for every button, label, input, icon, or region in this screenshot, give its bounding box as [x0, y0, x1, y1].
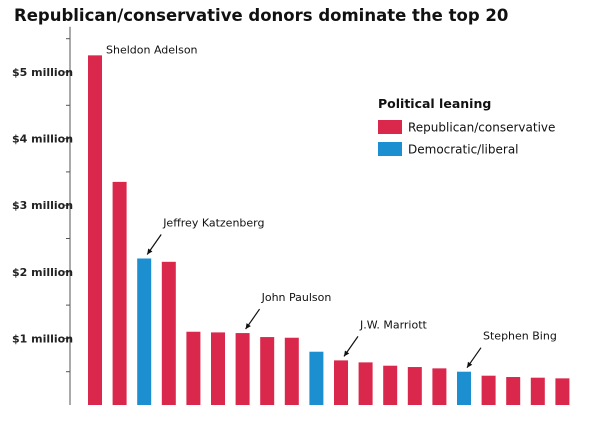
- annotation-label: J.W. Marriott: [359, 318, 428, 331]
- bar: [88, 55, 102, 405]
- y-tick-label: $5 million: [12, 66, 73, 79]
- annotation-arrowhead: [245, 323, 251, 330]
- annotation-label: Sheldon Adelson: [106, 43, 198, 56]
- bar: [506, 377, 521, 405]
- annotation-label: John Paulson: [261, 291, 332, 304]
- annotation-arrowhead: [147, 248, 153, 255]
- bar: [112, 181, 127, 405]
- annotation-arrowhead: [467, 361, 473, 368]
- bar: [260, 337, 275, 405]
- legend-swatch: [378, 120, 402, 134]
- bar: [211, 332, 225, 405]
- bar: [407, 367, 422, 405]
- y-tick-label: $2 million: [12, 266, 73, 279]
- y-tick-label: $4 million: [12, 133, 73, 146]
- bar: [137, 258, 152, 405]
- bar: [334, 360, 348, 405]
- axis-layer: $1 million $2 million $3 million $4 million…: [12, 26, 73, 405]
- legend: Political leaning Republican/conservativ…: [378, 96, 555, 157]
- y-tick-label: $1 million: [12, 332, 73, 345]
- bar: [383, 365, 398, 405]
- bar: [555, 378, 570, 405]
- legend-label: Democratic/liberal: [408, 143, 519, 157]
- bar: [530, 377, 545, 405]
- bar: [432, 368, 447, 405]
- legend-title: Political leaning: [378, 96, 491, 111]
- legend-swatch: [378, 142, 402, 156]
- chart-title: Republican/conservative donors dominate …: [14, 6, 509, 25]
- bar: [358, 362, 373, 405]
- bar: [481, 375, 496, 405]
- legend-label: Republican/conservative: [408, 121, 555, 135]
- bar: [284, 337, 299, 405]
- bar: [186, 331, 201, 405]
- bar: [457, 371, 471, 405]
- annotation-arrowhead: [344, 350, 350, 357]
- bar: [161, 261, 176, 405]
- annotation-label: Stephen Bing: [483, 330, 557, 343]
- bars-layer: [88, 55, 570, 405]
- annotations-layer: Sheldon Adelson Jeffrey Katzenberg John Pa…: [106, 43, 557, 369]
- bar: [309, 351, 324, 405]
- annotation-label: Jeffrey Katzenberg: [162, 216, 264, 229]
- bar: [235, 333, 250, 405]
- y-tick-label: $3 million: [12, 199, 73, 212]
